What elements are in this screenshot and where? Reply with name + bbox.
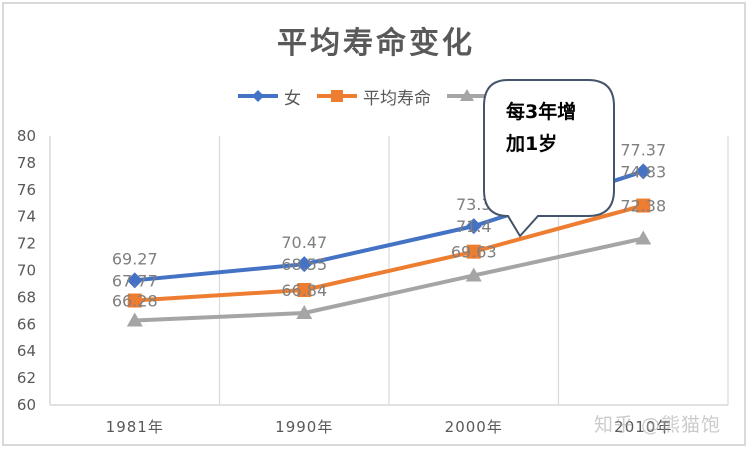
square-marker-icon — [127, 293, 142, 308]
diamond-marker-icon — [126, 272, 143, 289]
data-label: 72.38 — [620, 197, 666, 216]
chart-title: 平均寿命变化 — [277, 26, 475, 61]
legend-item-series3 — [445, 84, 493, 108]
y-tick-label: 64 — [17, 342, 36, 360]
y-tick-label: 78 — [17, 154, 36, 172]
legend-item-female: 女 — [236, 84, 301, 109]
x-tick-label: 2000年 — [445, 418, 503, 436]
series-line — [134, 203, 644, 303]
data-label: 73.3 — [456, 195, 492, 214]
triangle-marker-icon — [465, 267, 482, 282]
diamond-marker-icon — [635, 163, 652, 180]
legend-label: 女 — [284, 88, 301, 109]
x-axis: 1981年 1990年 2000年 2010年 — [106, 418, 672, 436]
x-tick-label: 2010年 — [614, 418, 672, 436]
square-marker-icon — [466, 244, 481, 259]
y-tick-label: 70 — [17, 262, 36, 280]
y-tick-label: 62 — [17, 369, 36, 387]
x-tick-label: 1981年 — [106, 418, 164, 436]
data-label: 70.47 — [281, 233, 327, 252]
data-label: 71.4 — [456, 217, 492, 236]
diamond-marker-icon — [465, 218, 482, 235]
data-label: 77.37 — [620, 140, 666, 159]
chart-frame — [2, 2, 746, 446]
data-label: 66.28 — [112, 291, 158, 310]
data-labels: 69.27 70.47 73.3 77.37 67.77 68.55 71.4 74.83 66… — [112, 140, 666, 310]
triangle-marker-icon — [447, 89, 487, 101]
triangle-marker-icon — [635, 230, 652, 245]
y-tick-label: 60 — [17, 396, 36, 414]
y-tick-label: 68 — [17, 288, 36, 306]
y-axis: 80 78 76 74 72 70 68 66 64 62 60 — [17, 127, 36, 414]
y-tick-label: 66 — [17, 315, 36, 333]
data-label: 69.27 — [112, 249, 158, 268]
y-tick-label: 76 — [17, 181, 36, 199]
callout-bubble — [483, 79, 615, 238]
square-marker-icon — [636, 198, 651, 213]
chart-legend: 女 平均寿命 — [236, 84, 493, 109]
data-label: 68.55 — [281, 255, 327, 274]
y-tick-label: 74 — [17, 208, 36, 226]
data-label: 74.83 — [620, 162, 666, 181]
diamond-marker-icon — [296, 256, 313, 273]
diamond-marker-icon — [238, 90, 278, 102]
series-line — [134, 236, 644, 323]
callout-text: 每3年增 加1岁 — [506, 96, 606, 160]
data-label: 69.63 — [451, 243, 497, 262]
data-label: 66.84 — [281, 281, 327, 300]
callout-line-2: 加1岁 — [506, 133, 558, 155]
x-tick-label: 1990年 — [275, 418, 333, 436]
y-tick-label: 72 — [17, 235, 36, 253]
callout-line-1: 每3年增 — [506, 101, 577, 123]
watermark: 知乎 @熊猫饱 — [594, 414, 722, 436]
triangle-marker-icon — [126, 312, 143, 327]
square-marker-icon — [317, 90, 357, 102]
legend-label: 平均寿命 — [363, 88, 431, 109]
triangle-marker-icon — [296, 305, 313, 320]
data-label: 67.77 — [112, 271, 158, 290]
y-tick-label: 80 — [17, 127, 36, 145]
square-marker-icon — [297, 283, 312, 298]
legend-item-average: 平均寿命 — [315, 84, 431, 109]
